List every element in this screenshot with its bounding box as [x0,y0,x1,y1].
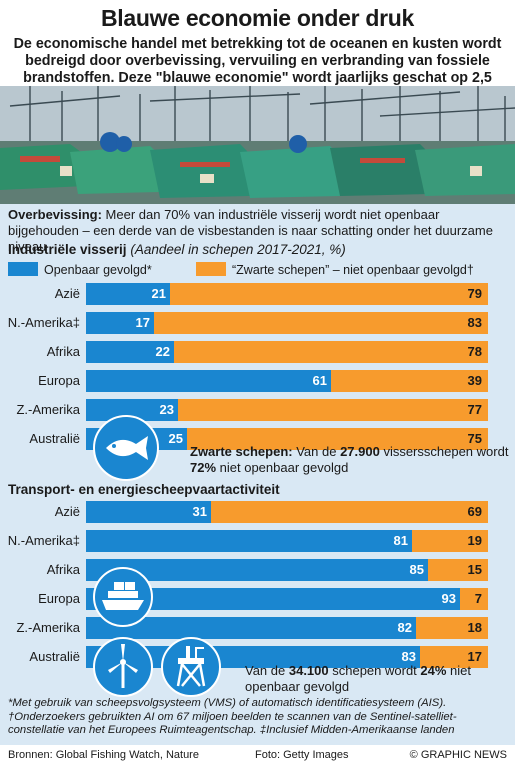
callout-dark-vessels: Zwarte schepen: Van de 27.900 visserssch… [190,444,510,476]
value-label-dark: 77 [467,402,482,417]
header: Blauwe economie onder druk De economisch… [0,0,515,103]
chart1-heading: Industriële visserij (Aandeel in schepen… [8,242,346,257]
legend-dark-label: “Zwarte schepen” – niet openbaar gevolgd… [232,263,474,277]
value-label-dark: 17 [467,649,482,664]
bar-public [86,501,211,523]
category-label: N.-Amerika‡ [7,533,80,548]
bar-dark [420,646,488,668]
category-label: Europa [38,373,80,388]
value-label-public: 23 [159,402,174,417]
bar-public [86,617,416,639]
value-label-public: 61 [312,373,327,388]
bar-public [86,370,331,392]
value-label-public: 81 [393,533,408,548]
legend-dark: “Zwarte schepen” – niet openbaar gevolgd… [196,262,474,278]
value-label-dark: 18 [467,620,482,635]
bar-public [86,588,460,610]
bar-dark [154,312,488,334]
bar-dark [211,501,488,523]
category-label: Europa [38,591,80,606]
value-label-dark: 39 [467,373,482,388]
overfishing-text: Overbevissing: Meer dan 70% van industri… [8,207,508,255]
legend-swatch-orange [196,262,226,276]
source-credit: Bronnen: Global Fishing Watch, Nature [8,749,199,761]
bar-public [86,283,170,305]
value-label-public: 22 [155,344,170,359]
chart1-subtitle: (Aandeel in schepen 2017-2021, %) [130,242,346,257]
callout1-text3: niet openbaar gevolgd [216,460,349,475]
category-label: Azië [54,286,80,301]
value-label-public: 93 [441,591,456,606]
callout2-number: 34.100 [288,663,329,678]
bar-dark [170,283,488,305]
value-label-public: 85 [409,562,424,577]
bar-public [86,530,412,552]
category-label: Z.-Amerika [16,620,80,635]
bar-public [86,341,174,363]
value-label-dark: 75 [467,431,482,446]
value-label-public: 21 [151,286,166,301]
value-label-dark: 19 [467,533,482,548]
bar-dark [174,341,488,363]
value-label-public: 31 [192,504,207,519]
callout1-text: Van de [292,444,341,459]
value-label-dark: 7 [474,591,482,606]
callout2-text: Van de [245,663,289,678]
footnote-2: †Onderzoekers gebruikten AI om 67 miljoe… [8,710,457,737]
category-label: Australië [29,649,80,664]
fishing-boats-illustration [0,86,515,204]
bar-dark [187,428,488,450]
value-label-dark: 15 [467,562,482,577]
legend-public: Openbaar gevolgd* [8,262,152,278]
overfishing-body: Meer dan 70% van industriële visserij wo… [8,207,493,254]
bar-dark [416,617,488,639]
value-label-dark: 79 [467,286,482,301]
category-label: N.-Amerika‡ [7,315,80,330]
callout1-percent: 72% [190,460,217,475]
callout1-text2: vissersschepen wordt [379,444,509,459]
value-label-public: 25 [168,431,183,446]
footnotes: *Met gebruik van scheepsvolgsysteem (VMS… [8,697,508,738]
photo-credit: Foto: Getty Images [255,749,349,761]
overfishing-label: Overbevissing: [8,207,102,222]
value-label-dark: 78 [467,344,482,359]
page-title: Blauwe economie onder druk [101,5,414,31]
bar-dark [460,588,488,610]
bar-dark [331,370,488,392]
value-label-dark: 83 [467,315,482,330]
value-label-public: 17 [135,315,150,330]
value-label-public: 82 [397,620,412,635]
sources-bar: Bronnen: Global Fishing Watch, Nature Fo… [0,745,515,766]
bar-dark [428,559,488,581]
callout2-percent: 24% [420,663,447,678]
callout-transport: Van de 34.100 schepen wordt 24% niet ope… [245,663,510,695]
bar-public [86,312,154,334]
bar-dark [412,530,488,552]
value-label-dark: 69 [467,504,482,519]
category-label: Afrika [46,344,80,359]
footnote-1: *Met gebruik van scheepsvolgsysteem (VMS… [8,697,447,709]
category-label: Afrika [46,562,80,577]
category-label: Australië [29,431,80,446]
chart2-title: Transport- en energiescheepvaartactivite… [8,482,280,497]
value-label-public: 83 [401,649,416,664]
harbor-photo [0,86,515,204]
chart1-title: Industriële visserij [8,242,127,257]
bar-public [86,559,428,581]
bar-dark [178,399,488,421]
callout1-label: Zwarte schepen: [190,444,293,459]
callout1-number: 27.900 [340,444,380,459]
legend-public-label: Openbaar gevolgd* [44,263,152,277]
category-label: Azië [54,504,80,519]
legend-swatch-blue [8,262,38,276]
callout2-text2: schepen wordt [328,663,421,678]
callout2-text3: niet openbaar gevolgd [245,663,472,694]
copyright: © GRAPHIC NEWS [409,749,507,761]
page-subtitle: De economische handel met betrekking tot… [13,36,502,103]
category-label: Z.-Amerika [16,402,80,417]
